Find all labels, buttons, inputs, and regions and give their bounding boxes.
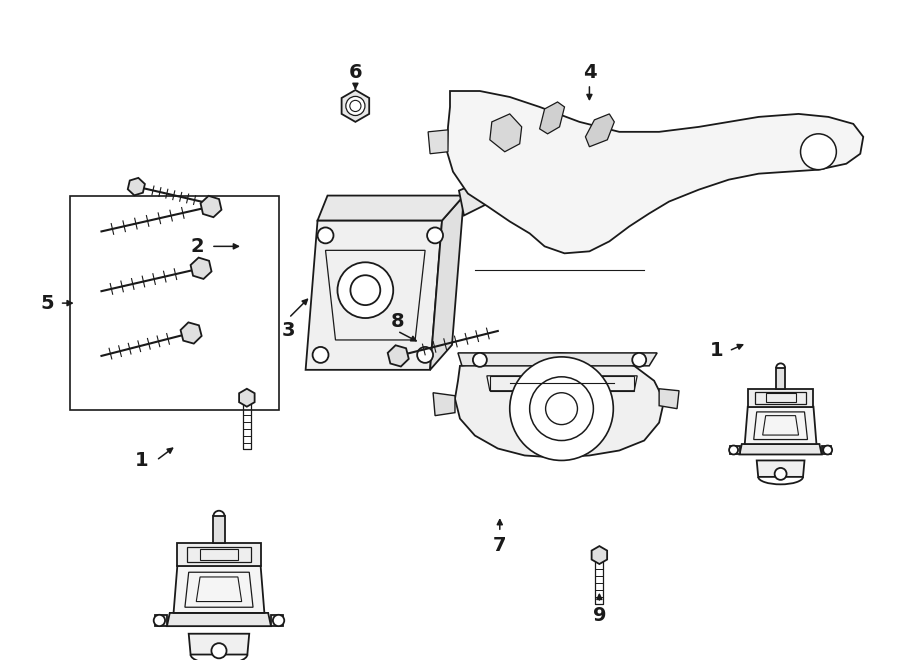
- Polygon shape: [306, 221, 442, 370]
- Text: 1: 1: [134, 451, 148, 470]
- Circle shape: [350, 275, 381, 305]
- Bar: [213, 516, 225, 543]
- Text: 8: 8: [391, 311, 404, 330]
- Polygon shape: [430, 196, 464, 370]
- Polygon shape: [155, 615, 166, 626]
- Polygon shape: [540, 102, 564, 134]
- Text: 6: 6: [348, 63, 362, 81]
- Polygon shape: [757, 461, 805, 477]
- Circle shape: [346, 97, 365, 116]
- Circle shape: [318, 227, 334, 243]
- Polygon shape: [428, 130, 448, 154]
- Polygon shape: [458, 353, 657, 366]
- Circle shape: [428, 227, 443, 243]
- Polygon shape: [191, 258, 211, 279]
- Polygon shape: [239, 389, 255, 407]
- Bar: [596, 555, 603, 604]
- Bar: [560, 376, 590, 391]
- Polygon shape: [447, 91, 863, 253]
- Polygon shape: [740, 444, 822, 455]
- Text: 2: 2: [190, 237, 204, 256]
- Polygon shape: [455, 353, 664, 457]
- Text: 7: 7: [493, 535, 507, 555]
- Polygon shape: [748, 389, 814, 407]
- Polygon shape: [388, 345, 409, 366]
- Circle shape: [417, 347, 433, 363]
- Polygon shape: [585, 114, 615, 147]
- Bar: [594, 376, 634, 391]
- Circle shape: [338, 262, 393, 318]
- Polygon shape: [730, 446, 740, 455]
- Polygon shape: [177, 543, 261, 566]
- Text: 4: 4: [582, 63, 596, 81]
- Circle shape: [729, 446, 738, 455]
- Circle shape: [775, 468, 787, 480]
- Polygon shape: [433, 393, 455, 416]
- Circle shape: [800, 134, 836, 170]
- Polygon shape: [591, 546, 608, 564]
- Circle shape: [632, 353, 646, 367]
- Bar: [69, 196, 279, 410]
- Polygon shape: [201, 196, 221, 217]
- Circle shape: [824, 446, 832, 455]
- Bar: [776, 368, 785, 389]
- Text: 1: 1: [710, 342, 724, 360]
- Polygon shape: [659, 389, 679, 408]
- Polygon shape: [822, 446, 832, 455]
- Circle shape: [530, 377, 593, 440]
- Polygon shape: [189, 634, 249, 654]
- Circle shape: [273, 615, 284, 626]
- Polygon shape: [318, 196, 464, 221]
- Bar: [243, 398, 251, 449]
- Text: 5: 5: [40, 293, 55, 313]
- Bar: [525, 376, 554, 391]
- Circle shape: [545, 393, 578, 424]
- Polygon shape: [342, 90, 369, 122]
- Polygon shape: [459, 166, 524, 215]
- Circle shape: [509, 357, 613, 461]
- Circle shape: [312, 347, 328, 363]
- Polygon shape: [181, 323, 202, 344]
- Circle shape: [212, 643, 227, 658]
- Polygon shape: [271, 615, 284, 626]
- Text: 9: 9: [592, 606, 606, 625]
- Circle shape: [350, 100, 361, 112]
- Text: 3: 3: [282, 321, 295, 340]
- Polygon shape: [490, 114, 522, 152]
- Bar: [490, 376, 519, 391]
- Circle shape: [472, 353, 487, 367]
- Circle shape: [154, 615, 165, 626]
- Polygon shape: [166, 613, 271, 626]
- Polygon shape: [174, 566, 265, 613]
- Polygon shape: [745, 407, 816, 444]
- Polygon shape: [128, 178, 145, 196]
